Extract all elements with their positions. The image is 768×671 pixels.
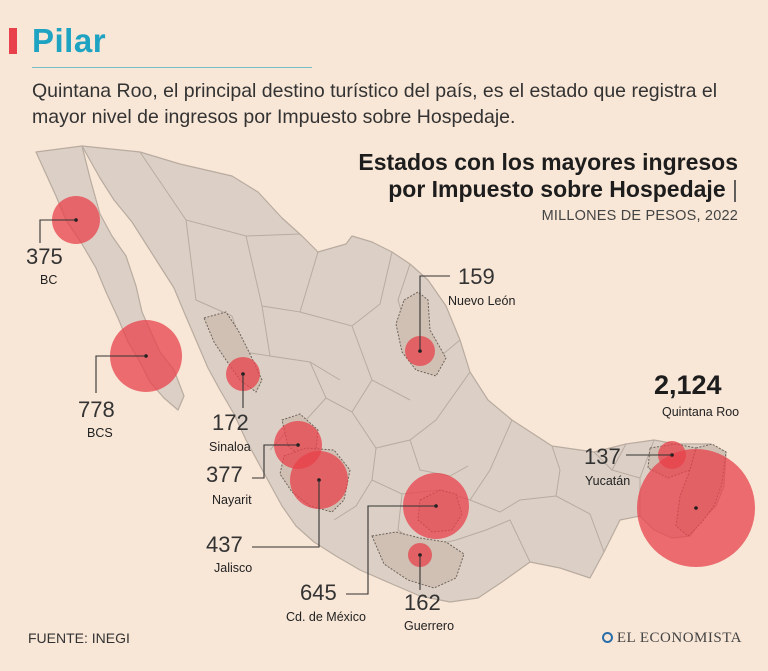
label-bc: BC xyxy=(40,273,58,287)
leader-nayarit xyxy=(252,444,298,479)
value-cdmx: 645 xyxy=(300,580,337,605)
logo-circle-icon xyxy=(601,632,613,643)
label-quintana-roo: Quintana Roo xyxy=(662,405,740,419)
logo-text: EL ECONOMISTA xyxy=(616,630,742,646)
value-quintana-roo: 2,124 xyxy=(654,370,722,400)
chart-title-line1: Estados con los mayores ingresos xyxy=(358,149,738,175)
label-cdmx: Cd. de México xyxy=(286,610,366,624)
chart-title-bar: | xyxy=(732,176,738,202)
value-nayarit: 377 xyxy=(206,462,243,487)
label-guerrero: Guerrero xyxy=(404,619,455,633)
label-sinaloa: Sinaloa xyxy=(209,440,251,454)
leader-nuevo-leon xyxy=(419,275,450,351)
section-brand: Pilar xyxy=(32,22,107,59)
leader-cdmx xyxy=(346,505,436,595)
intro-text: Quintana Roo, el principal destino turís… xyxy=(32,80,718,128)
publisher-logo: EL ECONOMISTA xyxy=(601,630,742,647)
source-note: FUENTE: INEGI xyxy=(28,630,130,646)
value-bc: 375 xyxy=(26,244,63,269)
accent-bar xyxy=(9,28,17,54)
label-nayarit: Nayarit xyxy=(212,493,252,507)
value-guerrero: 162 xyxy=(404,590,441,615)
chart-title-line2: por Impuesto sobre Hospedaje xyxy=(388,176,726,202)
leader-jalisco xyxy=(252,480,320,548)
label-yucatan: Yucatán xyxy=(585,474,631,488)
label-nuevo-leon: Nuevo León xyxy=(448,294,516,308)
value-jalisco: 437 xyxy=(206,532,243,557)
chart-title: Estados con los mayores ingresos por Imp… xyxy=(358,149,738,203)
label-jalisco: Jalisco xyxy=(214,561,253,575)
value-bcs: 778 xyxy=(78,397,115,422)
brand-underline xyxy=(32,67,312,68)
leader-bc xyxy=(39,219,76,243)
value-yucatan: 137 xyxy=(584,444,621,469)
value-sinaloa: 172 xyxy=(212,410,249,435)
dot-quintana-roo xyxy=(694,506,698,510)
value-nuevo-leon: 159 xyxy=(458,264,495,289)
leader-bcs xyxy=(95,355,146,393)
label-bcs: BCS xyxy=(87,426,113,440)
chart-subtitle: MILLONES DE PESOS, 2022 xyxy=(541,208,738,224)
